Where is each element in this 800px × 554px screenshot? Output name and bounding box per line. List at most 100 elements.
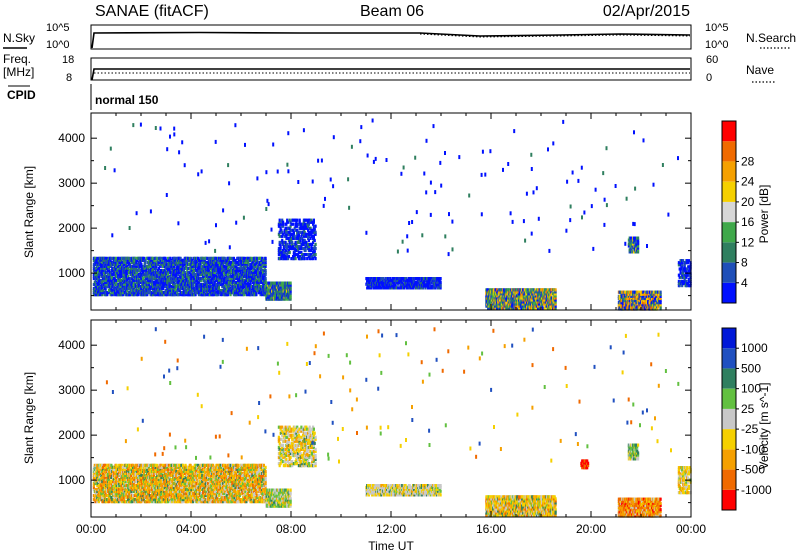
power-echo-cell bbox=[118, 270, 121, 275]
power-echo-cell bbox=[255, 293, 258, 297]
power-echo-cell bbox=[268, 287, 271, 291]
power-echo-cell bbox=[426, 278, 429, 282]
power-echo-cell bbox=[132, 278, 135, 283]
power-echo-cell bbox=[296, 232, 299, 236]
power-echo-cell bbox=[429, 278, 432, 282]
power-echo-cell bbox=[287, 220, 290, 224]
power-echo-cell bbox=[294, 248, 297, 253]
power-echo-cell bbox=[208, 291, 211, 295]
power-echo-cell bbox=[262, 258, 265, 262]
power-echo-cell bbox=[407, 278, 410, 282]
power-echo-cell bbox=[136, 270, 139, 275]
power-echo-cell bbox=[550, 290, 553, 294]
power-echo-cell bbox=[302, 232, 305, 236]
power-echo-cell bbox=[137, 285, 140, 289]
power-echo-cell bbox=[210, 270, 213, 275]
power-echo-cell bbox=[185, 264, 188, 268]
power-echo-cell bbox=[298, 220, 301, 224]
power-echo-cell bbox=[194, 272, 197, 277]
power-echo-cell bbox=[404, 282, 407, 286]
power-echo-cell bbox=[127, 274, 130, 279]
power-echo-cell bbox=[289, 283, 292, 287]
power-echo-cell bbox=[409, 278, 412, 282]
power-echo-cell bbox=[244, 264, 247, 268]
power-echo-cell bbox=[314, 257, 317, 261]
power-echo-cell bbox=[259, 293, 262, 297]
power-echo-cell bbox=[226, 270, 229, 275]
power-echo-cell bbox=[294, 218, 297, 222]
power-echo-cell bbox=[207, 270, 210, 275]
power-echo-cell bbox=[292, 222, 295, 226]
power-echo-cell bbox=[289, 293, 292, 297]
power-echo-cell bbox=[259, 274, 262, 279]
power-echo-cell bbox=[118, 268, 121, 273]
power-echo-cell bbox=[281, 238, 284, 242]
power-echo-cell bbox=[269, 295, 272, 299]
power-echo-cell bbox=[370, 277, 373, 281]
power-echo-cell bbox=[304, 232, 307, 236]
power-echo-cell bbox=[147, 258, 150, 262]
power-echo-cell bbox=[292, 218, 295, 222]
power-echo-cell bbox=[249, 282, 252, 287]
power-echo-cell bbox=[202, 276, 205, 281]
power-echo-cell bbox=[256, 289, 259, 293]
power-echo-cell bbox=[514, 300, 517, 304]
power-echo-cell bbox=[194, 291, 197, 295]
power-echo-cell bbox=[312, 230, 315, 234]
power-echo-cell bbox=[382, 280, 385, 284]
power-echo-cell bbox=[242, 272, 245, 277]
power-echo-cell bbox=[155, 276, 158, 281]
power-echo-cell bbox=[391, 286, 394, 290]
power-echo-cell bbox=[428, 282, 431, 286]
power-echo-cell bbox=[198, 258, 201, 262]
power-echo-cell bbox=[217, 293, 220, 297]
power-echo-cell bbox=[308, 218, 311, 222]
power-echo-cell bbox=[293, 255, 296, 259]
power-echo-cell bbox=[307, 242, 310, 246]
power-echo-cell bbox=[434, 286, 437, 290]
power-echo-cell bbox=[164, 282, 167, 287]
power-echo-cell bbox=[313, 228, 316, 232]
power-echo-cell bbox=[487, 294, 490, 298]
power-echo-cell bbox=[261, 256, 264, 260]
power-echo-cell bbox=[217, 289, 220, 293]
power-echo-cell bbox=[235, 260, 238, 264]
power-echo-cell bbox=[219, 282, 222, 287]
power-echo-cell bbox=[260, 278, 263, 283]
power-echo-cell bbox=[647, 299, 650, 303]
power-echo-cell bbox=[409, 286, 412, 290]
power-echo-cell bbox=[222, 285, 225, 289]
power-echo-cell bbox=[257, 264, 260, 268]
power-echo-cell bbox=[311, 220, 314, 224]
power-echo-cell bbox=[278, 224, 281, 228]
power-echo-cell bbox=[107, 291, 110, 295]
power-echo-cell bbox=[122, 274, 125, 279]
power-echo-cell bbox=[245, 291, 248, 295]
power-echo-cell bbox=[211, 291, 214, 295]
power-echo-cell bbox=[225, 258, 228, 262]
power-echo-cell bbox=[247, 260, 250, 264]
power-echo-cell bbox=[189, 260, 192, 264]
power-echo-cell bbox=[217, 266, 220, 270]
power-echo-cell bbox=[262, 264, 265, 268]
power-echo-cell bbox=[142, 268, 145, 273]
power-echo-cell bbox=[181, 268, 184, 273]
cpid-value: normal 150 bbox=[95, 93, 159, 107]
power-echo-cell bbox=[188, 256, 191, 260]
power-echo-cell bbox=[146, 274, 149, 279]
power-echo-cell bbox=[136, 285, 139, 289]
power-echo-cell bbox=[101, 264, 104, 268]
power-echo-cell bbox=[180, 266, 183, 270]
power-echo-cell bbox=[280, 240, 283, 244]
power-echo-cell bbox=[426, 284, 429, 288]
power-echo-cell bbox=[206, 282, 209, 287]
power-echo-cell bbox=[232, 256, 235, 260]
power-echo-cell bbox=[280, 228, 283, 232]
power-echo-cell bbox=[101, 274, 104, 279]
power-echo-cell bbox=[141, 264, 144, 268]
power-echo-cell bbox=[261, 262, 264, 266]
power-echo-cell bbox=[307, 238, 310, 242]
power-echo-cell bbox=[101, 262, 104, 266]
power-echo-cell bbox=[140, 287, 143, 291]
